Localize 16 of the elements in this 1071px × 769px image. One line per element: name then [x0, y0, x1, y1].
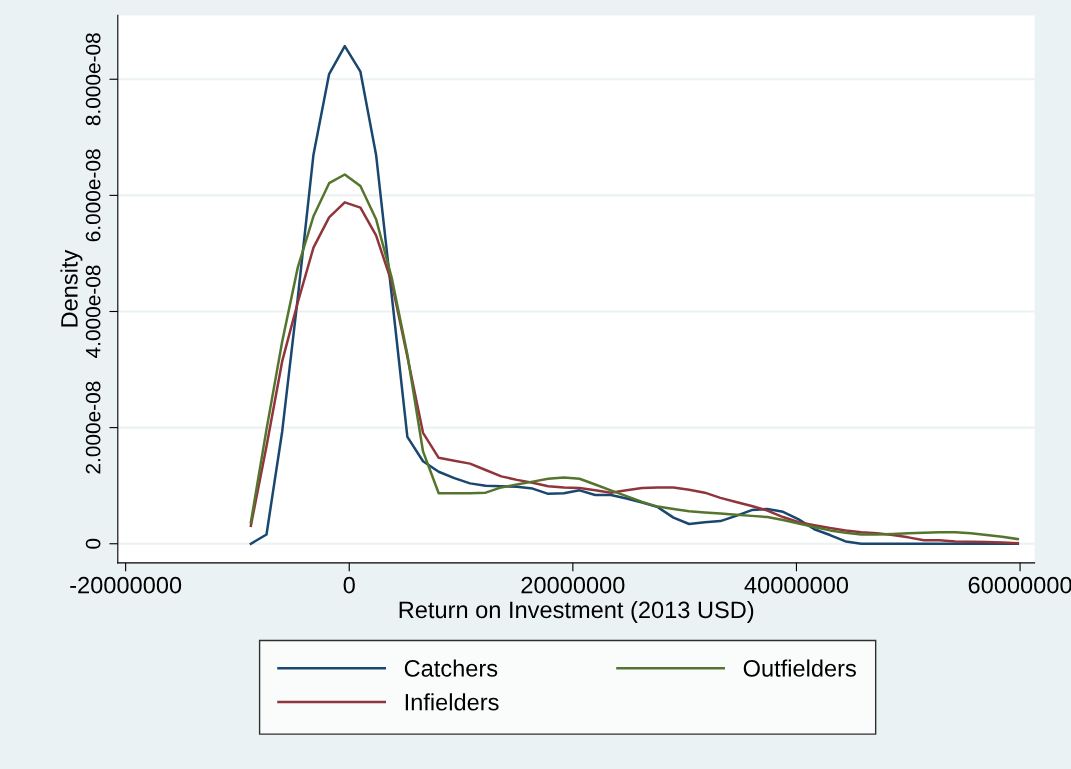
- line-series: [249, 44, 1020, 545]
- legend-label: Outfielders: [743, 659, 856, 677]
- x-tick-label: -20000000: [70, 576, 182, 594]
- y-tick-label: 8.000e-08: [85, 33, 101, 126]
- x-tick-label: 60000000: [968, 576, 1071, 594]
- y-axis-title: Density: [60, 249, 83, 327]
- legend-label: Infielders: [405, 693, 499, 711]
- x-axis-title: Return on Investment (2013 USD): [399, 600, 754, 623]
- x-tick-label: 40000000: [744, 576, 849, 594]
- y-tick-label: 2.000e-08: [85, 381, 101, 474]
- y-tick-label: 6.000e-08: [85, 149, 101, 242]
- x-tick-label: 20000000: [521, 576, 625, 594]
- legend-label: Catchers: [404, 659, 498, 677]
- y-tick-label: 4.000e-08: [85, 265, 101, 358]
- x-tick-label: 0: [343, 576, 355, 594]
- y-tick-label: 0: [85, 538, 101, 549]
